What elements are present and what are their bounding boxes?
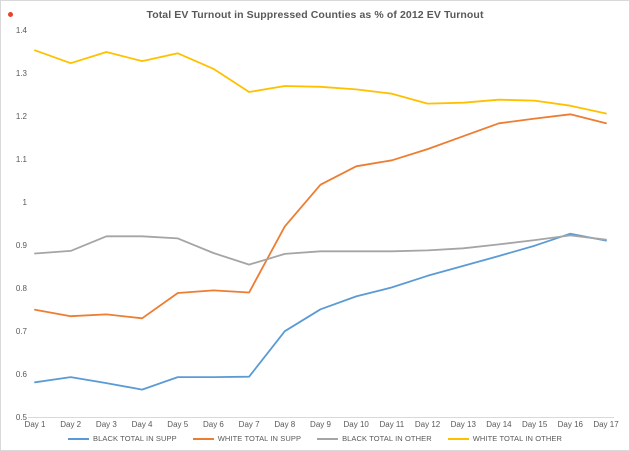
x-tick-label: Day 6 — [202, 420, 224, 429]
y-tick-label: 1.1 — [15, 154, 27, 164]
y-tick-label: 1.3 — [15, 68, 27, 78]
chart-legend: BLACK TOTAL IN SUPP WHITE TOTAL IN SUPP BL… — [1, 434, 629, 443]
x-tick-label: Day 16 — [557, 420, 583, 429]
legend-label: BLACK TOTAL IN SUPP — [93, 434, 177, 443]
series-line-white-total-in-supp — [34, 113, 607, 320]
y-tick-label: 0.9 — [15, 240, 27, 250]
x-tick-label: Day 10 — [343, 420, 369, 429]
x-tick-label: Day 12 — [414, 420, 441, 429]
x-tick-label: Day 11 — [379, 420, 405, 429]
x-tick-label: Day 4 — [131, 420, 153, 429]
legend-item: WHITE TOTAL IN SUPP — [192, 434, 302, 443]
legend-line-swatch — [447, 437, 469, 440]
legend-item: BLACK TOTAL IN SUPP — [68, 434, 177, 443]
y-tick-label: 1.4 — [15, 26, 27, 35]
legend-item: BLACK TOTAL IN OTHER — [317, 434, 432, 443]
series-line-black-total-in-supp — [34, 232, 607, 391]
x-tick-label: Day 2 — [60, 420, 82, 429]
y-tick-label: 0.7 — [15, 326, 27, 336]
x-tick-label: Day 5 — [167, 420, 189, 429]
x-tick-label: Day 13 — [450, 420, 476, 429]
x-tick-label: Day 7 — [238, 420, 260, 429]
legend-line-swatch — [68, 437, 90, 440]
x-axis-labels: Day 1 Day 2 Day 3 Day 4 Day 5 Day 6 Day 7 Day 8… — [1, 420, 629, 431]
y-tick-label: 1.2 — [15, 111, 27, 121]
series-line-black-total-in-other — [34, 234, 607, 266]
x-tick-label: Day 15 — [521, 420, 548, 429]
x-tick-label: Day 9 — [310, 420, 331, 429]
red-marker-icon — [8, 12, 13, 17]
legend-line-swatch — [317, 437, 339, 440]
legend-label: WHITE TOTAL IN SUPP — [217, 434, 302, 443]
legend-label: BLACK TOTAL IN OTHER — [342, 434, 432, 443]
x-tick-label: Day 3 — [95, 420, 117, 429]
x-tick-label: Day 14 — [486, 420, 512, 429]
legend-label: WHITE TOTAL IN OTHER — [472, 434, 562, 443]
chart-title: Total EV Turnout in Suppressed Counties … — [146, 9, 484, 21]
y-tick-label: 0.6 — [15, 369, 27, 379]
x-tick-label: Day 1 — [24, 420, 46, 429]
y-tick-label: 0.5 — [15, 412, 27, 422]
series-line-white-total-in-other — [34, 49, 607, 115]
legend-line-swatch — [192, 437, 214, 440]
x-tick-label: Day 17 — [593, 420, 619, 429]
x-tick-label: Day 8 — [274, 420, 296, 429]
legend-item: WHITE TOTAL IN OTHER — [447, 434, 562, 443]
y-tick-label: 0.8 — [15, 283, 27, 293]
y-tick-label: 1 — [22, 197, 27, 207]
